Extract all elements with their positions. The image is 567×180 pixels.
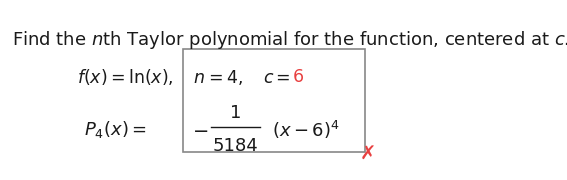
Text: ✗: ✗ — [359, 145, 376, 164]
Text: 1: 1 — [230, 104, 242, 122]
Text: $(x-6)^4$: $(x-6)^4$ — [272, 119, 340, 141]
Text: $P_4(x) =$: $P_4(x) =$ — [84, 119, 147, 140]
Text: Find the $n$th Taylor polynomial for the function, centered at $c$.: Find the $n$th Taylor polynomial for the… — [12, 28, 567, 51]
Text: $-$: $-$ — [192, 120, 209, 139]
Text: 5184: 5184 — [213, 137, 259, 155]
Text: $f(x) = \ln(x), \quad n = 4, \quad c =$: $f(x) = \ln(x), \quad n = 4, \quad c =$ — [77, 67, 290, 87]
Text: 6: 6 — [293, 68, 304, 86]
